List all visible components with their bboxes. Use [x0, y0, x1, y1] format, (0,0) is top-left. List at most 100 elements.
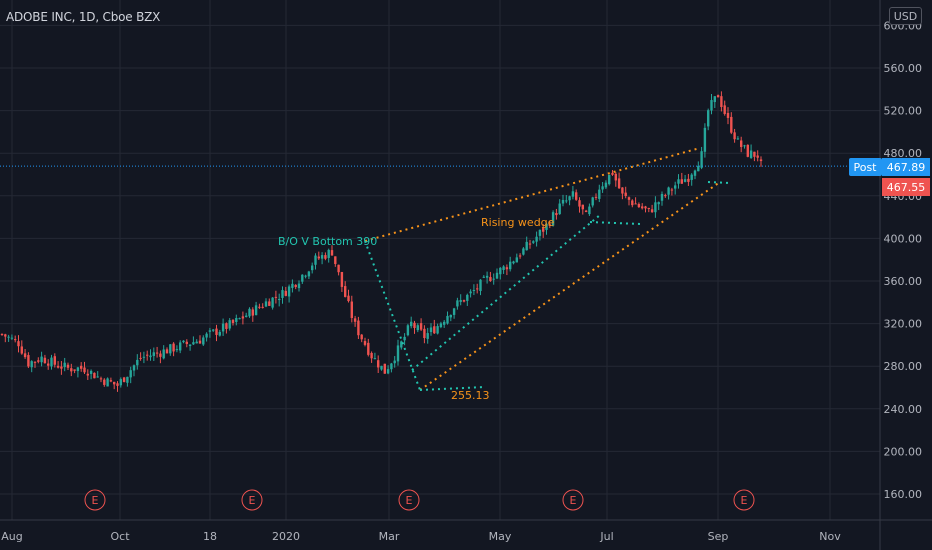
candle-body [608, 174, 611, 185]
candle-body [53, 356, 56, 365]
time-axis-label: 2020 [272, 530, 300, 543]
candle-body [657, 202, 660, 205]
candle-body [162, 349, 165, 359]
candle-body [525, 241, 528, 251]
candle-body [245, 315, 248, 317]
candle-body [347, 295, 350, 302]
candle-body [495, 272, 499, 279]
candle-body [159, 353, 162, 357]
candle-body [650, 209, 654, 213]
candle-body [449, 314, 452, 318]
candle-body [281, 290, 284, 298]
candle-body [512, 261, 515, 264]
candle-body [403, 336, 406, 341]
candle-body [146, 354, 149, 356]
candle-body [66, 364, 70, 368]
candle-body [423, 328, 426, 339]
candle-body [726, 112, 730, 118]
candle-body [551, 212, 555, 226]
candle-body [749, 150, 753, 158]
candle-body [452, 308, 456, 315]
candle-body [733, 132, 736, 140]
candle-body [106, 378, 109, 387]
candle-body [410, 321, 413, 327]
candle-body [142, 356, 146, 358]
candle-body [261, 306, 264, 308]
candle-body [89, 370, 93, 374]
mid-support-line [589, 221, 641, 225]
candle-body [584, 210, 588, 213]
candle-body [756, 155, 759, 158]
candle-body [136, 359, 139, 366]
price-axis-label: 160.00 [884, 488, 923, 501]
candle-body [462, 300, 466, 302]
candle-body [746, 144, 749, 157]
candle-body [548, 224, 551, 226]
candle-body [284, 290, 287, 296]
candle-body [268, 301, 271, 306]
candle-body [383, 363, 386, 374]
candle-body [40, 356, 43, 363]
candle-body [320, 255, 324, 259]
candle-body [4, 334, 7, 337]
price-axis-label: 360.00 [884, 275, 923, 288]
candle-body [492, 278, 495, 280]
time-axis-label: Jul [599, 530, 613, 543]
candle-body [693, 170, 697, 176]
candle-body [116, 383, 119, 386]
candle-body [119, 379, 122, 386]
candle-body [419, 323, 423, 330]
candle-body [730, 116, 733, 133]
candle-body [604, 182, 608, 188]
candle-body [416, 325, 419, 331]
price-axis-label: 280.00 [884, 360, 923, 373]
candle-body [287, 286, 291, 297]
candle-body [360, 334, 363, 340]
earnings-marker-label: E [570, 494, 577, 507]
candle-body [641, 206, 644, 209]
earnings-marker [398, 489, 420, 511]
candle-body [198, 340, 202, 344]
candle-body [258, 306, 261, 308]
candle-body [568, 196, 571, 201]
price-axis-label: 480.00 [884, 147, 923, 160]
candle-body [350, 301, 353, 318]
candle-body [436, 326, 439, 334]
candle-body [677, 179, 680, 184]
candle-body [73, 369, 76, 371]
candle-body [340, 272, 344, 287]
currency-badge[interactable]: USD [889, 7, 922, 25]
candle-body [664, 195, 667, 197]
price-axis-label: 320.00 [884, 318, 923, 331]
last-price-label: 467.89 [887, 161, 926, 174]
candle-body [109, 380, 113, 382]
candle-body [327, 249, 330, 258]
candle-body [37, 360, 40, 362]
time-axis-label: Oct [110, 530, 130, 543]
candle-body [499, 267, 502, 275]
candle-body [542, 228, 545, 232]
candle-body [532, 241, 535, 243]
price-axis-label: 560.00 [884, 62, 923, 75]
candle-body [330, 250, 334, 256]
candle-body [538, 229, 542, 236]
candle-body [759, 159, 763, 162]
candle-body [122, 377, 126, 382]
candle-body [155, 352, 159, 354]
candle-body [70, 368, 73, 372]
candle-body [218, 331, 221, 336]
candle-body [47, 363, 50, 366]
candle-body [479, 279, 482, 292]
post-badge-label: Post [853, 161, 877, 174]
candle-body [86, 373, 89, 376]
candle-body [558, 203, 561, 215]
annotation-rising-wedge: Rising wedge [481, 216, 555, 229]
candle-body [169, 344, 172, 354]
candle-body [660, 193, 664, 201]
candle-body [56, 365, 60, 368]
candle-body [617, 178, 621, 189]
candle-body [314, 255, 317, 265]
